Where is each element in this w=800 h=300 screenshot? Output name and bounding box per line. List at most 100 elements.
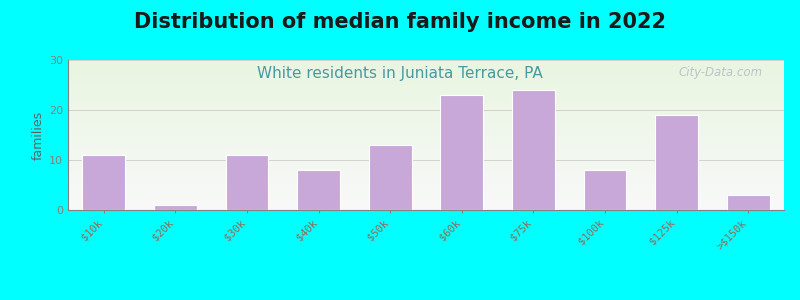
Bar (68, 201, 784, 202)
Bar (68, 90, 784, 91)
Bar (68, 77, 784, 78)
Bar (68, 102, 784, 103)
Bar (68, 94, 784, 95)
Bar (68, 150, 784, 151)
Bar (68, 82, 784, 83)
Bar (82, 155, 126, 210)
Bar (68, 113, 784, 114)
Bar (440, 95, 483, 210)
Bar (68, 100, 784, 101)
Bar (226, 155, 269, 210)
Bar (68, 194, 784, 195)
Bar (512, 90, 555, 210)
Bar (68, 66, 784, 67)
Bar (68, 157, 784, 158)
Bar (68, 134, 784, 135)
Bar (68, 195, 784, 196)
Bar (68, 145, 784, 146)
Bar (68, 73, 784, 74)
Bar (68, 62, 784, 63)
Bar (68, 182, 784, 183)
Bar (68, 111, 784, 112)
Bar (68, 67, 784, 68)
Bar (68, 118, 784, 119)
Bar (68, 75, 784, 76)
Bar (68, 127, 784, 128)
Bar (68, 166, 784, 167)
Bar (68, 144, 784, 145)
Bar (68, 131, 784, 132)
Bar (68, 95, 784, 96)
Bar (68, 183, 784, 184)
Bar (68, 168, 784, 169)
Bar (726, 195, 770, 210)
Bar (68, 103, 784, 104)
Bar (68, 164, 784, 165)
Bar (68, 112, 784, 113)
Bar (68, 83, 784, 84)
Bar (68, 165, 784, 166)
Bar (68, 162, 784, 163)
Bar (68, 169, 784, 170)
Text: Distribution of median family income in 2022: Distribution of median family income in … (134, 12, 666, 32)
Bar (68, 72, 784, 73)
Bar (68, 146, 784, 147)
Bar (68, 114, 784, 115)
Bar (68, 173, 784, 174)
Bar (68, 160, 784, 161)
Bar (68, 123, 784, 124)
Bar (68, 161, 784, 162)
Bar (68, 198, 784, 199)
Bar (68, 98, 784, 99)
Bar (68, 92, 784, 93)
Bar (68, 135, 784, 136)
Bar (68, 71, 784, 72)
Text: White residents in Juniata Terrace, PA: White residents in Juniata Terrace, PA (257, 66, 543, 81)
Bar (68, 205, 784, 206)
Bar (154, 205, 197, 210)
Bar (68, 125, 784, 126)
Bar (68, 156, 784, 157)
Bar (68, 148, 784, 149)
Bar (68, 129, 784, 130)
Bar (68, 191, 784, 192)
Bar (68, 176, 784, 177)
Bar (68, 70, 784, 71)
Bar (68, 118, 784, 119)
Bar (68, 138, 784, 139)
Bar (68, 128, 784, 129)
Bar (68, 143, 784, 144)
Bar (68, 203, 784, 204)
Text: City-Data.com: City-Data.com (678, 66, 762, 79)
Bar (68, 202, 784, 203)
Bar (369, 145, 412, 210)
Bar (68, 117, 784, 118)
Bar (68, 122, 784, 123)
Bar (68, 185, 784, 186)
Bar (68, 193, 784, 194)
Bar (68, 81, 784, 82)
Bar (583, 170, 626, 210)
Bar (68, 141, 784, 142)
Bar (68, 120, 784, 121)
Bar (68, 80, 784, 81)
Bar (68, 172, 784, 173)
Bar (68, 84, 784, 85)
Bar (68, 160, 784, 161)
Bar (68, 154, 784, 155)
Bar (68, 171, 784, 172)
Bar (68, 100, 784, 101)
Bar (68, 177, 784, 178)
Bar (68, 133, 784, 134)
Bar (68, 63, 784, 64)
Bar (68, 158, 784, 159)
Bar (297, 170, 340, 210)
Bar (68, 169, 784, 170)
Bar (68, 202, 784, 203)
Bar (68, 68, 784, 69)
Bar (68, 151, 784, 152)
Y-axis label: families: families (32, 110, 45, 160)
Bar (68, 85, 784, 86)
Bar (68, 140, 784, 141)
Bar (68, 178, 784, 179)
